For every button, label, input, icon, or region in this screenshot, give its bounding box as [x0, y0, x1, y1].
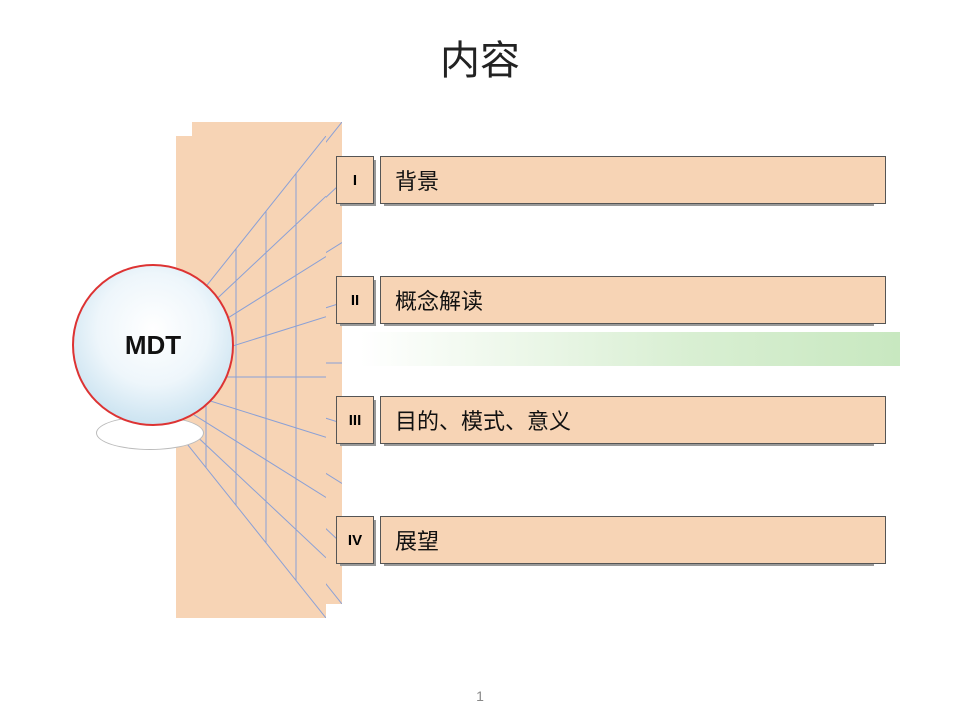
label-box-1: 背景 [380, 156, 886, 204]
label-box-4: 展望 [380, 516, 886, 564]
item-label: 目的、模式、意义 [395, 404, 571, 436]
roman-box-1: I [336, 156, 374, 204]
roman-box-4: IV [336, 516, 374, 564]
roman-numeral: IV [348, 532, 362, 549]
page-title: 内容 [0, 28, 960, 86]
label-box-2: 概念解读 [380, 276, 886, 324]
roman-numeral: II [351, 292, 359, 309]
mdt-sphere: MDT [72, 264, 234, 426]
roman-box-3: III [336, 396, 374, 444]
item-label: 展望 [395, 524, 439, 556]
roman-numeral: III [349, 412, 362, 429]
sphere-label: MDT [125, 330, 181, 361]
label-box-3: 目的、模式、意义 [380, 396, 886, 444]
item-label: 背景 [395, 164, 439, 196]
item-label: 概念解读 [395, 284, 483, 316]
page-number: 1 [0, 688, 960, 704]
roman-box-2: II [336, 276, 374, 324]
roman-numeral: I [353, 172, 357, 189]
highlight-band [360, 332, 900, 366]
